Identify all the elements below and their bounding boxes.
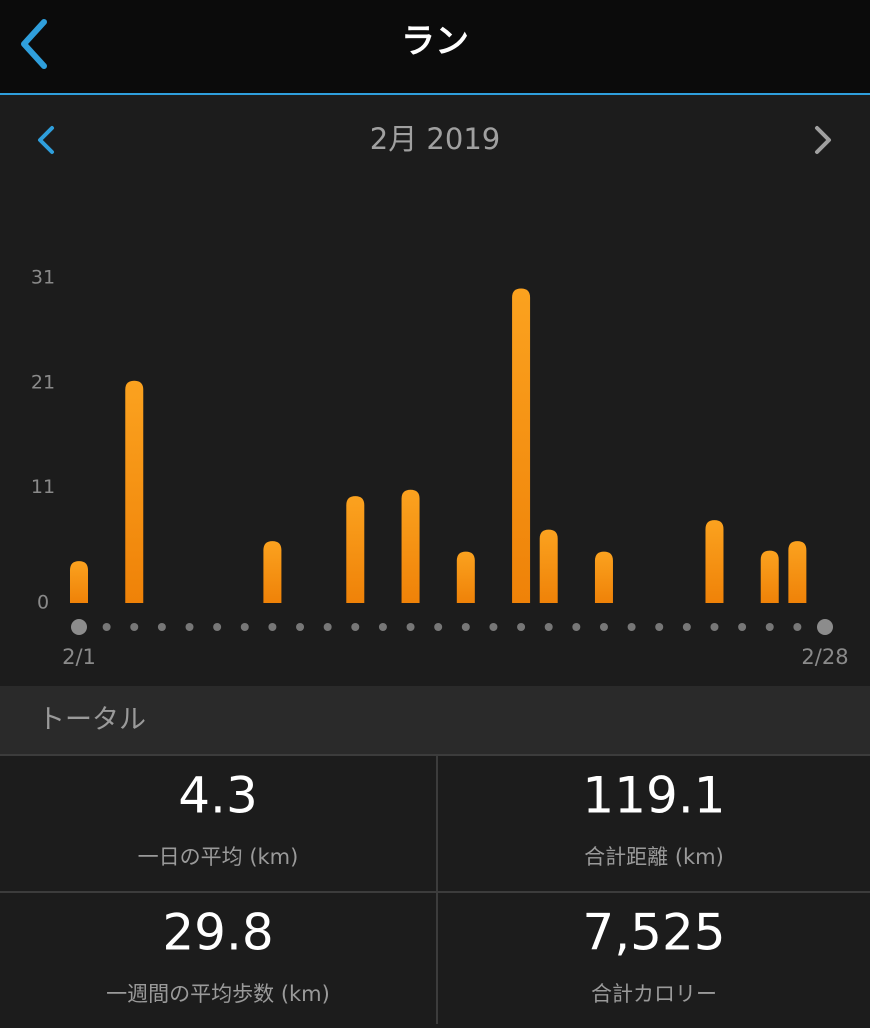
bar <box>594 551 613 603</box>
chart: 0 11 21 31 2/1 2/28 <box>31 267 849 670</box>
bar <box>70 561 88 603</box>
day-dot <box>157 623 166 631</box>
day-dot <box>544 623 553 631</box>
day-dot <box>599 623 608 631</box>
day-dot <box>296 623 305 631</box>
header-bar <box>0 0 870 94</box>
totals-header <box>0 686 870 754</box>
day-dot <box>351 623 360 631</box>
total-label: 一日の平均 (km) <box>138 845 299 869</box>
bar <box>125 380 144 603</box>
screen-title: ラン <box>401 22 469 62</box>
total-label: 合計カロリー <box>591 982 717 1006</box>
total-value: 29.8 <box>162 904 273 962</box>
bar <box>539 529 558 603</box>
next-month[interactable] <box>815 126 831 154</box>
day-dot <box>489 623 498 631</box>
day-dot <box>213 623 222 631</box>
day-dot <box>738 623 747 631</box>
day-dot <box>130 623 139 631</box>
total-label: 一週間の平均歩数 (km) <box>106 982 330 1006</box>
x-tick-label: 2/28 <box>801 645 848 669</box>
day-dot <box>627 623 636 631</box>
day-dot <box>461 623 470 631</box>
bar <box>401 489 420 603</box>
day-dot <box>185 623 194 631</box>
day-dot <box>240 623 249 631</box>
day-dot <box>655 623 664 631</box>
bar <box>346 496 365 603</box>
y-tick-label: 31 <box>31 267 55 289</box>
day-dot <box>817 619 833 635</box>
bar <box>512 288 531 603</box>
day-dot <box>682 623 691 631</box>
month-label: 2月 2019 <box>370 122 500 156</box>
y-tick-label: 0 <box>37 592 49 614</box>
bar <box>456 551 475 603</box>
day-dot <box>710 623 719 631</box>
bar <box>788 541 807 603</box>
y-tick-label: 21 <box>31 371 55 393</box>
prev-month[interactable] <box>38 126 54 154</box>
day-dot <box>268 623 277 631</box>
day-dot <box>71 619 87 635</box>
day-dot <box>378 623 387 631</box>
day-dot <box>102 623 111 631</box>
bar <box>760 550 779 603</box>
day-dot <box>434 623 443 631</box>
day-dot <box>572 623 581 631</box>
back-button[interactable] <box>21 19 47 69</box>
day-dot <box>323 623 332 631</box>
total-value: 119.1 <box>582 767 725 825</box>
x-tick-label: 2/1 <box>62 645 96 669</box>
day-dot <box>406 623 415 631</box>
total-label: 合計距離 (km) <box>584 845 724 869</box>
totals-title: トータル <box>38 705 146 736</box>
day-dot <box>793 623 802 631</box>
y-tick-label: 11 <box>31 476 55 498</box>
total-value: 7,525 <box>582 904 725 962</box>
day-dot <box>517 623 526 631</box>
day-dot <box>765 623 774 631</box>
bar <box>263 541 282 603</box>
totals-grid: 4.3 一日の平均 (km) 119.1 合計距離 (km) 29.8 一週間の平均歩数 … <box>0 754 870 1024</box>
total-value: 4.3 <box>178 767 258 825</box>
bar <box>705 520 724 603</box>
header-underline <box>0 93 870 95</box>
